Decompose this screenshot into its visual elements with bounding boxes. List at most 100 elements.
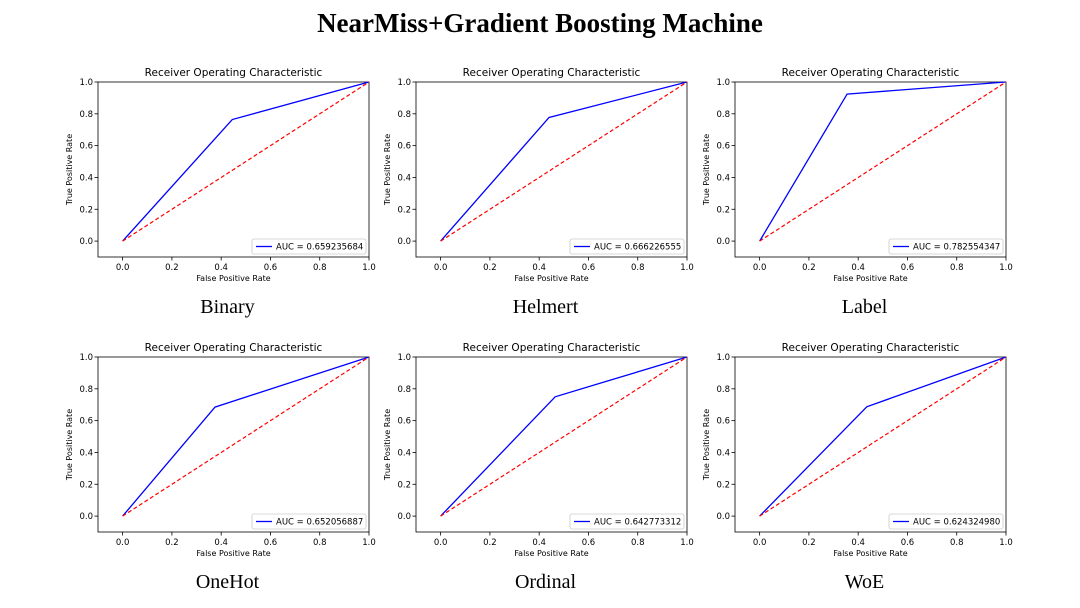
x-tick-label: 0.4 [851,263,865,273]
y-tick-label: 0.8 [716,110,730,120]
y-tick-label: 0.6 [397,417,411,427]
x-tick-label: 0.4 [214,263,228,273]
x-tick-label: 0.4 [532,538,546,548]
roc-panel-binary: Receiver Operating Characteristic 0.0 0.2 0… [65,67,376,318]
x-tick-label: 0.0 [434,263,448,273]
axes-frame [97,356,370,533]
x-tick-label: 0.8 [631,538,645,548]
x-tick-label: 0.6 [582,538,596,548]
roc-panel-ordinal: Receiver Operating Characteristic 0.0 0.2 0… [383,342,694,593]
roc-panel-label: Receiver Operating Characteristic 0.0 0.2 0… [702,67,1013,318]
y-tick-label: 0.6 [79,142,93,152]
legend-box [251,513,367,530]
y-tick-label: 0.2 [716,480,730,490]
x-tick-label: 1.0 [362,263,376,273]
roc-curve-line [440,356,688,517]
axes-frame [734,356,1007,533]
figure-title: NearMiss+Gradient Boosting Machine [317,8,763,38]
roc-curve-line [759,81,1007,242]
legend-box [888,513,1004,530]
y-tick-label: 0.4 [716,448,730,458]
diagonal-reference-line [759,356,1007,517]
legend-box [251,238,367,255]
panel-caption: Ordinal [515,571,577,593]
y-axis-label: True Positive Rate [702,409,711,481]
x-tick-label: 1.0 [999,263,1013,273]
x-tick-label: 0.6 [901,538,915,548]
panel-title: Receiver Operating Characteristic [782,67,960,79]
y-axis-label: True Positive Rate [65,409,74,481]
x-tick-label: 0.2 [802,538,816,548]
x-tick-label: 0.2 [483,538,497,548]
y-tick-label: 0.8 [397,110,411,120]
axes-frame [97,81,370,258]
roc-panel-helmert: Receiver Operating Characteristic 0.0 0.2 0… [383,67,694,318]
x-tick-label: 0.2 [165,263,179,273]
x-tick-label: 0.0 [116,538,130,548]
y-tick-label: 0.8 [397,385,411,395]
legend: AUC = 0.666226555 [569,238,685,255]
y-tick-label: 0.2 [79,205,93,215]
x-tick-label: 0.0 [753,538,767,548]
diagonal-reference-line [759,81,1007,242]
x-tick-label: 1.0 [680,538,694,548]
legend-label: AUC = 0.782554347 [913,243,1000,253]
x-tick-label: 0.0 [434,538,448,548]
y-tick-label: 0.0 [79,512,93,522]
roc-panel-woe: Receiver Operating Characteristic 0.0 0.2 0… [702,342,1013,593]
y-tick-label: 0.6 [716,142,730,152]
y-tick-label: 0.6 [397,142,411,152]
x-axis-label: False Positive Rate [833,274,907,283]
panel-caption: Binary [200,296,254,318]
x-axis-label: False Positive Rate [196,274,270,283]
panel-caption: WoE [845,571,885,593]
legend-label: AUC = 0.666226555 [594,243,681,253]
y-tick-label: 1.0 [79,78,93,88]
y-axis-label: True Positive Rate [65,134,74,206]
x-tick-label: 1.0 [999,538,1013,548]
x-tick-label: 0.2 [483,263,497,273]
legend: AUC = 0.642773312 [569,513,685,530]
panel-caption: OneHot [196,571,260,593]
y-tick-label: 0.4 [397,448,411,458]
y-tick-label: 0.2 [397,480,411,490]
roc-curve-line [440,81,688,242]
y-tick-label: 1.0 [79,353,93,363]
y-tick-label: 0.6 [716,417,730,427]
panel-title: Receiver Operating Characteristic [463,67,641,79]
x-tick-label: 0.8 [950,263,964,273]
x-tick-label: 0.4 [851,538,865,548]
axes-frame [415,81,688,258]
legend-label: AUC = 0.624324980 [913,518,1000,528]
y-tick-label: 0.2 [397,205,411,215]
legend: AUC = 0.659235684 [251,238,367,255]
diagonal-reference-line [440,356,688,517]
x-tick-label: 0.2 [165,538,179,548]
x-axis-label: False Positive Rate [833,549,907,558]
x-tick-label: 1.0 [362,538,376,548]
legend-box [888,238,1004,255]
x-tick-label: 0.6 [582,263,596,273]
x-tick-label: 1.0 [680,263,694,273]
y-tick-label: 0.6 [79,417,93,427]
legend: AUC = 0.782554347 [888,238,1004,255]
legend: AUC = 0.624324980 [888,513,1004,530]
panel-caption: Helmert [513,296,579,318]
y-tick-label: 1.0 [716,353,730,363]
y-tick-label: 0.8 [79,110,93,120]
diagonal-reference-line [122,81,370,242]
x-tick-label: 0.6 [264,263,278,273]
y-tick-label: 0.8 [79,385,93,395]
legend-box [569,238,685,255]
x-tick-label: 0.4 [532,263,546,273]
legend: AUC = 0.652056887 [251,513,367,530]
y-tick-label: 1.0 [397,78,411,88]
x-tick-label: 0.0 [116,263,130,273]
y-tick-label: 0.0 [397,237,411,247]
y-tick-label: 0.0 [716,512,730,522]
x-tick-label: 0.0 [753,263,767,273]
y-tick-label: 0.0 [79,237,93,247]
y-tick-label: 1.0 [397,353,411,363]
roc-curve-line [122,356,370,517]
